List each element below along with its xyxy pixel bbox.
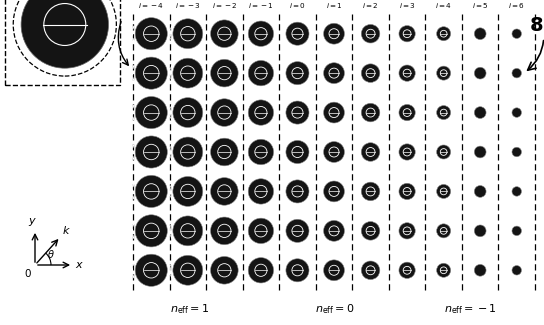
Ellipse shape — [399, 26, 415, 42]
Ellipse shape — [173, 19, 203, 49]
Ellipse shape — [512, 226, 522, 236]
Ellipse shape — [437, 263, 450, 277]
Ellipse shape — [474, 186, 486, 197]
Ellipse shape — [399, 104, 415, 121]
Ellipse shape — [248, 21, 274, 46]
Text: $i=-3$: $i=-3$ — [175, 1, 201, 10]
Ellipse shape — [324, 181, 344, 202]
Text: $\theta$: $\theta$ — [47, 248, 55, 260]
Ellipse shape — [437, 66, 450, 80]
Ellipse shape — [211, 99, 238, 126]
Ellipse shape — [399, 65, 415, 81]
Ellipse shape — [474, 146, 486, 158]
Ellipse shape — [211, 59, 238, 87]
Ellipse shape — [248, 179, 274, 204]
Text: $n_{\rm eff}=0$: $n_{\rm eff}=0$ — [315, 302, 355, 316]
Ellipse shape — [512, 147, 522, 157]
Ellipse shape — [399, 262, 415, 279]
Ellipse shape — [135, 254, 168, 286]
Ellipse shape — [135, 18, 168, 50]
Ellipse shape — [512, 68, 522, 78]
Ellipse shape — [173, 98, 203, 127]
Ellipse shape — [361, 24, 380, 43]
Ellipse shape — [512, 29, 522, 38]
Ellipse shape — [437, 184, 450, 199]
Ellipse shape — [173, 176, 203, 206]
Ellipse shape — [437, 145, 450, 159]
Text: $i=4$: $i=4$ — [435, 1, 452, 10]
Text: $i=1$: $i=1$ — [325, 1, 343, 10]
Text: $0$: $0$ — [24, 267, 32, 279]
Ellipse shape — [399, 144, 415, 160]
Ellipse shape — [474, 225, 486, 237]
Ellipse shape — [324, 260, 344, 281]
Ellipse shape — [324, 220, 344, 241]
Text: $x$: $x$ — [75, 260, 84, 270]
Ellipse shape — [512, 187, 522, 196]
Text: $i=3$: $i=3$ — [399, 1, 416, 10]
Ellipse shape — [248, 60, 274, 86]
Ellipse shape — [21, 0, 108, 68]
Ellipse shape — [173, 137, 203, 167]
Ellipse shape — [324, 142, 344, 162]
Text: 81: 81 — [528, 16, 544, 70]
Ellipse shape — [286, 219, 309, 242]
Ellipse shape — [173, 216, 203, 246]
Ellipse shape — [248, 218, 274, 243]
Ellipse shape — [324, 63, 344, 84]
Ellipse shape — [286, 259, 309, 282]
Ellipse shape — [286, 180, 309, 203]
Ellipse shape — [361, 222, 380, 240]
Text: $k$: $k$ — [63, 224, 71, 236]
Ellipse shape — [474, 265, 486, 276]
Ellipse shape — [399, 183, 415, 200]
Ellipse shape — [286, 140, 309, 163]
Ellipse shape — [248, 258, 274, 283]
Text: $i=2$: $i=2$ — [362, 1, 379, 10]
Ellipse shape — [211, 217, 238, 245]
Text: $y$: $y$ — [28, 216, 36, 228]
Ellipse shape — [286, 101, 309, 124]
Ellipse shape — [512, 108, 522, 117]
Ellipse shape — [135, 176, 168, 207]
Ellipse shape — [474, 28, 486, 40]
Text: $i=0$: $i=0$ — [289, 1, 306, 10]
Ellipse shape — [437, 224, 450, 238]
Text: $n_{\rm eff}=1$: $n_{\rm eff}=1$ — [170, 302, 209, 316]
Text: $i=5$: $i=5$ — [472, 1, 489, 10]
Ellipse shape — [361, 103, 380, 122]
Ellipse shape — [248, 100, 274, 125]
Ellipse shape — [324, 23, 344, 44]
Ellipse shape — [474, 107, 486, 118]
Ellipse shape — [135, 136, 168, 168]
Ellipse shape — [361, 261, 380, 280]
Ellipse shape — [211, 256, 238, 284]
Ellipse shape — [135, 215, 168, 247]
Ellipse shape — [286, 22, 309, 45]
Ellipse shape — [173, 58, 203, 88]
Ellipse shape — [437, 106, 450, 120]
Ellipse shape — [437, 27, 450, 41]
Ellipse shape — [361, 64, 380, 83]
Bar — [5, 0, 120, 85]
Text: $i=-2$: $i=-2$ — [212, 1, 237, 10]
Ellipse shape — [211, 178, 238, 205]
Text: $i=6$: $i=6$ — [508, 1, 526, 10]
Text: $i=-1$: $i=-1$ — [248, 1, 274, 10]
Ellipse shape — [248, 139, 274, 165]
Ellipse shape — [286, 62, 309, 85]
Ellipse shape — [361, 182, 380, 201]
Ellipse shape — [361, 143, 380, 161]
Ellipse shape — [211, 20, 238, 47]
Ellipse shape — [135, 97, 168, 129]
Text: $n_{\rm eff}=-1$: $n_{\rm eff}=-1$ — [443, 302, 497, 316]
Ellipse shape — [173, 255, 203, 285]
Ellipse shape — [324, 102, 344, 123]
Ellipse shape — [399, 223, 415, 239]
Ellipse shape — [512, 266, 522, 275]
Ellipse shape — [211, 138, 238, 166]
Ellipse shape — [474, 67, 486, 79]
Text: $i=-4$: $i=-4$ — [138, 1, 164, 10]
Ellipse shape — [135, 57, 168, 89]
